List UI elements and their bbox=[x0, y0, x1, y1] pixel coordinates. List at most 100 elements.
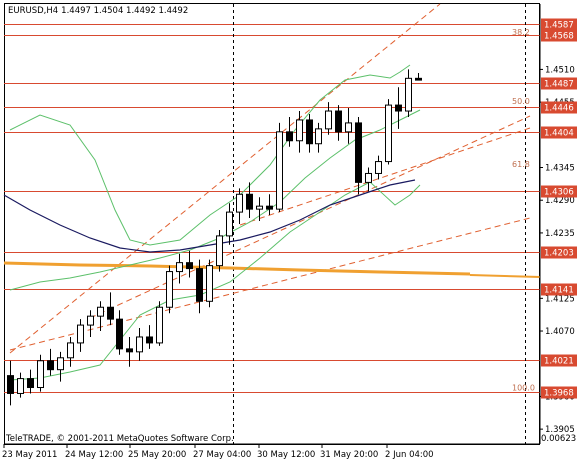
candle-body bbox=[7, 375, 14, 394]
period-separators bbox=[233, 4, 526, 444]
price-tick-label: 1.4070 bbox=[545, 327, 575, 337]
price-tick-label: 1.4235 bbox=[545, 229, 575, 239]
candle-body bbox=[256, 205, 263, 210]
candle bbox=[246, 182, 253, 219]
time-tick-label: 31 May 20:00 bbox=[320, 450, 378, 460]
candle-body bbox=[107, 306, 114, 320]
candle bbox=[77, 319, 84, 352]
candle-body bbox=[116, 318, 123, 350]
level-price-pill bbox=[541, 386, 577, 399]
candle bbox=[276, 122, 283, 213]
candle bbox=[87, 310, 94, 337]
candle bbox=[315, 122, 322, 153]
candle bbox=[57, 351, 64, 382]
candle-body bbox=[375, 161, 382, 174]
candle bbox=[325, 102, 332, 135]
candle bbox=[37, 354, 44, 392]
candle bbox=[97, 301, 104, 332]
time-tick-label: 2 Jun 04:00 bbox=[385, 450, 434, 460]
candle bbox=[216, 229, 223, 272]
candle-body bbox=[355, 122, 362, 183]
candle bbox=[236, 188, 243, 224]
candle bbox=[345, 108, 352, 144]
bollinger-middle bbox=[9, 109, 421, 291]
candle-body bbox=[206, 265, 213, 302]
level-price-pill bbox=[541, 18, 577, 31]
candle bbox=[176, 253, 183, 284]
fibonacci-label: 100.0 bbox=[512, 384, 535, 393]
candle-body bbox=[146, 336, 153, 344]
level-price-pill bbox=[541, 283, 577, 296]
candle-body bbox=[176, 262, 183, 273]
candle bbox=[286, 116, 293, 147]
level-price-labels: 1.45871.45681.44871.44461.44041.43061.42… bbox=[541, 18, 577, 399]
candle bbox=[365, 167, 372, 192]
candle bbox=[27, 369, 34, 394]
candle bbox=[226, 203, 233, 245]
candle bbox=[156, 301, 163, 346]
level-price-label: 1.4487 bbox=[544, 80, 574, 90]
candle bbox=[375, 155, 382, 180]
level-price-pill bbox=[541, 185, 577, 198]
candle-body bbox=[286, 131, 293, 142]
level-price-label: 1.4306 bbox=[544, 188, 574, 198]
candlesticks bbox=[7, 69, 422, 406]
candle-body bbox=[385, 104, 392, 163]
candle-body bbox=[315, 128, 322, 145]
trend-line bbox=[89, 115, 531, 319]
candle-body bbox=[405, 77, 412, 112]
time-tick-label: 25 May 20:00 bbox=[128, 450, 186, 460]
candle bbox=[266, 194, 273, 216]
bollinger-lower bbox=[9, 181, 421, 381]
candle bbox=[395, 87, 402, 129]
candle-body bbox=[345, 122, 352, 133]
level-price-pill bbox=[541, 77, 577, 90]
candle-body bbox=[77, 324, 84, 344]
candle-body bbox=[156, 306, 163, 344]
candle-body bbox=[47, 360, 54, 371]
chart-title: EURUSD,H4 1.4497 1.4504 1.4492 1.4492 bbox=[8, 6, 188, 16]
candle bbox=[385, 99, 392, 165]
time-tick-label: 24 May 12:00 bbox=[65, 450, 123, 460]
candle bbox=[146, 325, 153, 349]
orange-moving-average bbox=[3, 261, 541, 278]
time-tick-label: 23 May 2011 bbox=[2, 450, 57, 460]
fibonacci-label: 50.0 bbox=[512, 97, 530, 106]
candle-body bbox=[296, 119, 303, 142]
level-price-label: 1.4568 bbox=[544, 32, 574, 42]
candle bbox=[67, 336, 74, 367]
price-tick-label: 1.3905 bbox=[545, 425, 575, 435]
candle bbox=[126, 336, 133, 367]
candle bbox=[196, 259, 203, 314]
horizontal-levels bbox=[4, 24, 540, 393]
moving-average bbox=[3, 179, 416, 253]
candle bbox=[256, 197, 263, 222]
candle-body bbox=[226, 211, 233, 237]
candle bbox=[116, 310, 123, 355]
candle-body bbox=[27, 378, 34, 389]
candle-body bbox=[97, 306, 104, 317]
level-price-label: 1.4587 bbox=[544, 21, 574, 31]
candle-body bbox=[246, 193, 253, 210]
trend-channel-lines bbox=[9, 3, 531, 354]
price-tick-label: 1.4290 bbox=[545, 196, 575, 206]
candle-body bbox=[276, 131, 283, 210]
candle bbox=[355, 116, 362, 195]
candle bbox=[206, 259, 213, 308]
candle-body bbox=[166, 271, 173, 308]
trend-line bbox=[9, 3, 441, 354]
candle-body bbox=[196, 268, 203, 302]
candle-body bbox=[325, 110, 332, 130]
candle bbox=[296, 111, 303, 153]
fibonacci-labels: 38.2 50.0 61.8 100.0 bbox=[512, 28, 535, 393]
fibonacci-label: 61.8 bbox=[512, 160, 530, 169]
time-tick-label: 30 May 12:00 bbox=[257, 450, 315, 460]
candle bbox=[17, 372, 24, 398]
level-price-label: 1.4446 bbox=[544, 104, 574, 114]
candle bbox=[47, 348, 54, 376]
candle bbox=[415, 72, 422, 81]
price-tick-label: 1.4125 bbox=[545, 294, 575, 304]
candle bbox=[7, 360, 14, 406]
